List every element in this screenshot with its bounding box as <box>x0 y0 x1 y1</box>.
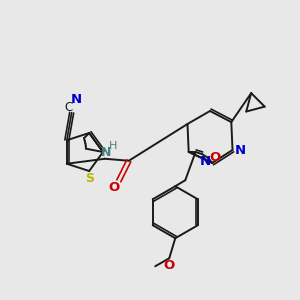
Text: N: N <box>200 154 211 168</box>
Text: H: H <box>109 141 117 151</box>
Text: N: N <box>235 143 246 157</box>
Text: O: O <box>209 151 220 164</box>
Text: C: C <box>64 101 73 114</box>
Text: O: O <box>108 181 119 194</box>
Text: N: N <box>71 93 82 106</box>
Text: N: N <box>100 146 111 159</box>
Text: O: O <box>164 259 175 272</box>
Text: S: S <box>85 172 94 184</box>
